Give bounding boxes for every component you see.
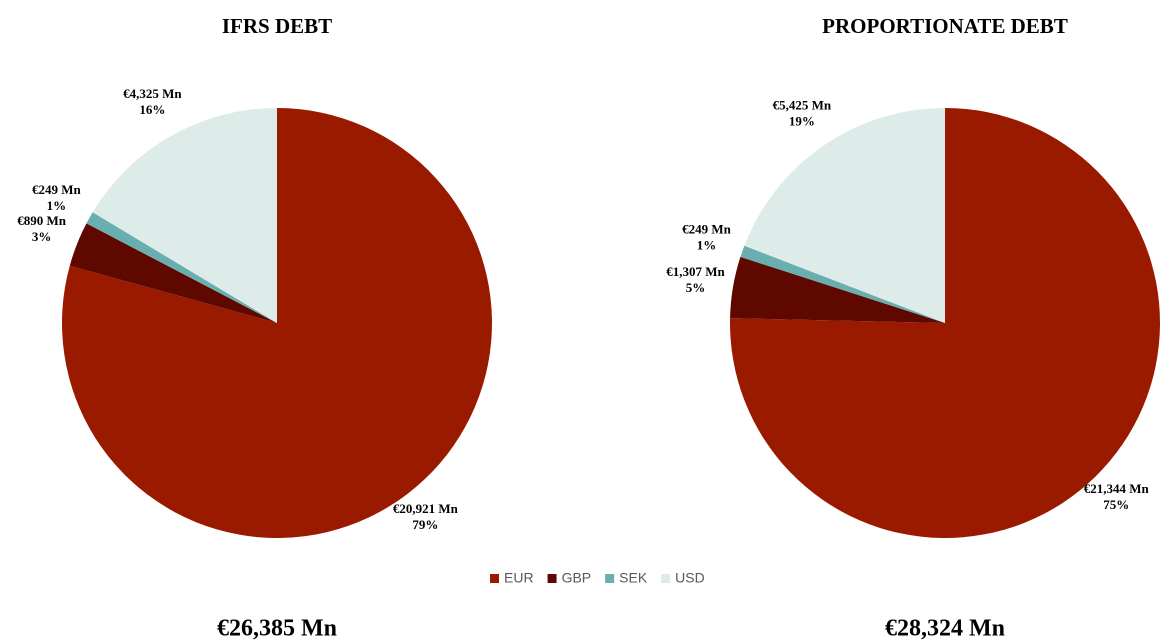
pie-slice: [69, 223, 277, 323]
data-label: €21,344 Mn: [1084, 481, 1150, 496]
data-label: €249 Mn: [32, 182, 82, 197]
pie-slice: [92, 107, 277, 323]
chart-title: PROPORTIONATE DEBT: [822, 14, 1068, 38]
legend-label: USD: [675, 570, 705, 586]
data-label: €20,921 Mn: [393, 501, 459, 516]
pie-slice: [740, 245, 945, 323]
data-label: €4,325 Mn: [123, 86, 182, 101]
legend-swatch: [661, 574, 671, 583]
data-label: €890 Mn: [17, 213, 67, 228]
percent-label: 16%: [139, 102, 165, 117]
total-label: €26,385 Mn: [217, 616, 337, 642]
percent-label: 1%: [47, 198, 67, 213]
percent-label: 79%: [412, 517, 438, 532]
chart-title: IFRS DEBT: [222, 14, 332, 38]
pie-slice: [744, 108, 946, 324]
legend-label: EUR: [504, 570, 534, 586]
percent-label: 75%: [1103, 497, 1129, 512]
pie-slice: [86, 212, 278, 323]
legend-swatch: [490, 574, 499, 583]
percent-label: 3%: [32, 229, 52, 244]
data-label: €1,307 Mn: [666, 264, 725, 279]
legend-swatch: [605, 574, 615, 583]
pie-slice: [730, 256, 945, 323]
pie-slice: [62, 108, 492, 539]
data-label: €5,425 Mn: [773, 97, 832, 112]
legend-label: GBP: [562, 570, 592, 586]
legend-label: SEK: [619, 570, 648, 586]
pie-slice: [729, 108, 1160, 539]
percent-label: 5%: [686, 280, 706, 295]
total-label: €28,324 Mn: [885, 616, 1005, 642]
percent-label: 1%: [697, 238, 717, 253]
legend-swatch: [547, 574, 557, 583]
percent-label: 19%: [789, 113, 815, 128]
data-label: €249 Mn: [682, 222, 732, 237]
